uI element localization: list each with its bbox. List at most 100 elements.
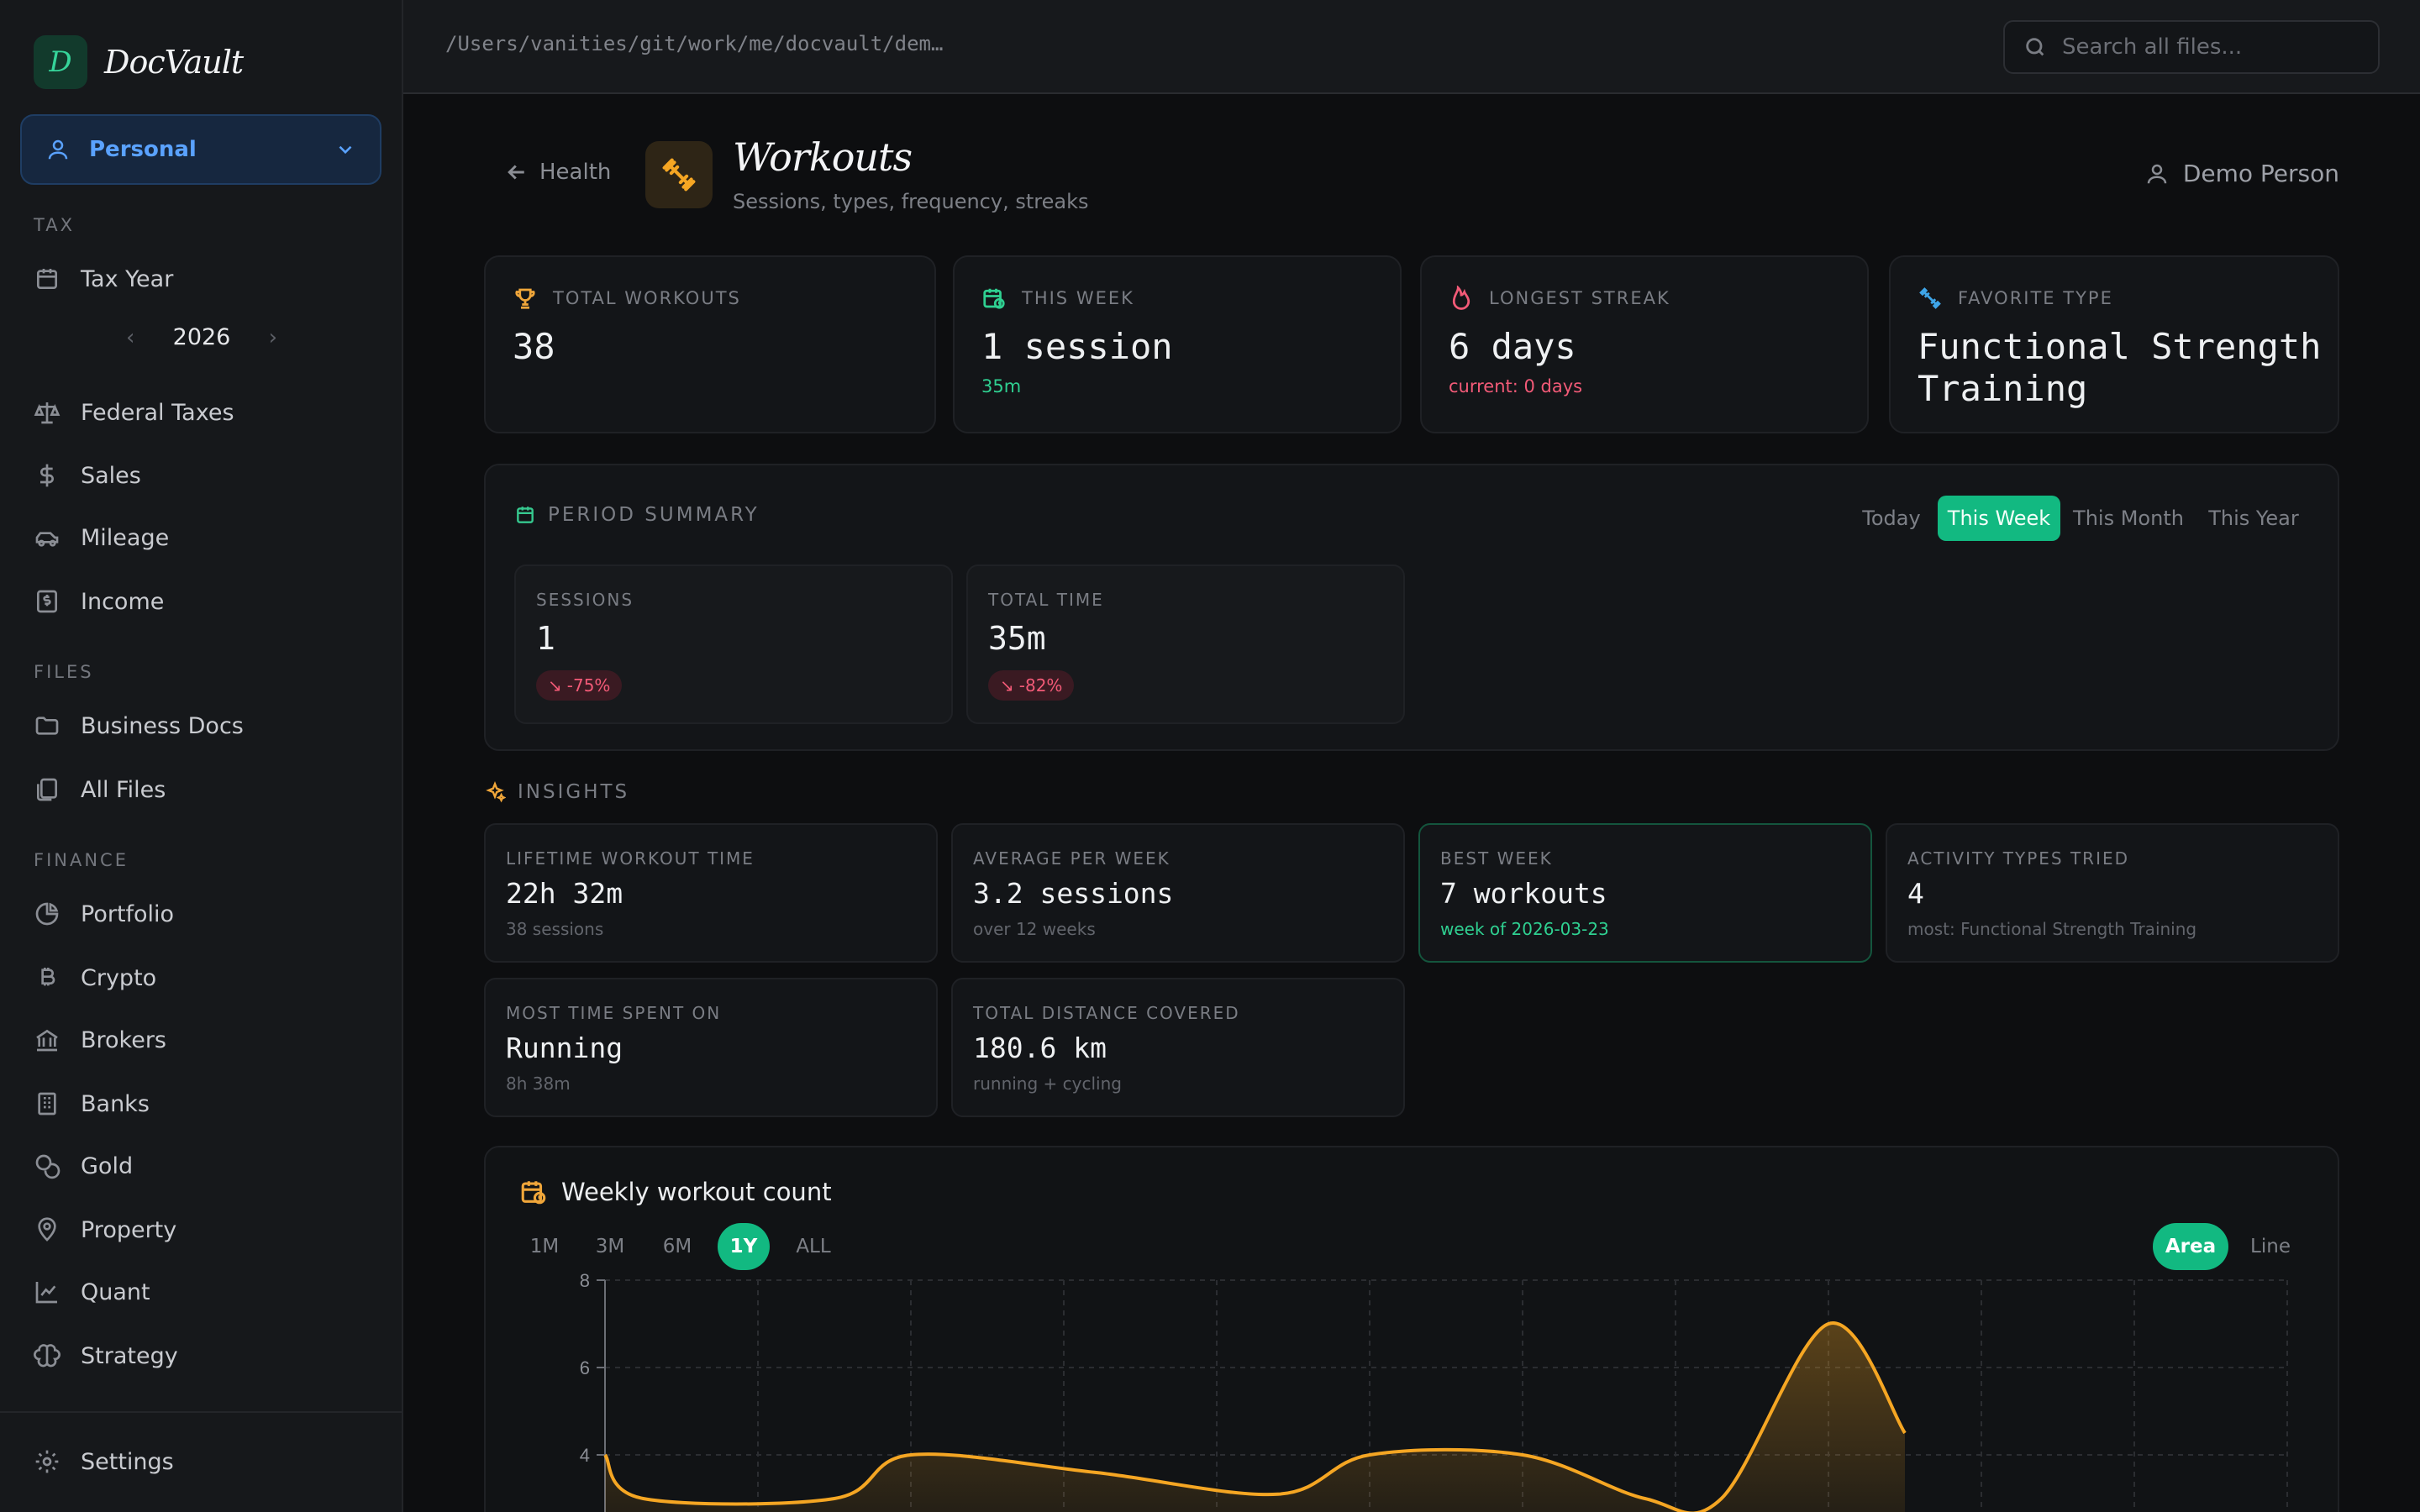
profile-selector[interactable]: Personal — [20, 114, 381, 185]
sidebar-item-tax-year[interactable]: Tax Year — [34, 255, 173, 302]
sidebar-item-property[interactable]: Property — [34, 1206, 176, 1253]
sidebar-item-label: All Files — [81, 776, 166, 803]
period-option-this-month[interactable]: This Month — [2073, 507, 2184, 530]
sidebar-item-business-docs[interactable]: Business Docs — [34, 702, 244, 749]
sidebar-item-label: Banks — [81, 1090, 150, 1117]
sidebar-item-portfolio[interactable]: Portfolio — [34, 890, 174, 937]
insight-value: 4 — [1907, 877, 1924, 910]
back-link[interactable]: Health — [504, 160, 611, 185]
range-1m[interactable]: 1M — [529, 1236, 560, 1257]
logo-badge: D — [34, 35, 87, 89]
period-option-today[interactable]: Today — [1862, 507, 1921, 530]
section-label-files: FILES — [34, 662, 94, 682]
sidebar-item-label: Income — [81, 588, 165, 615]
stat-label: THIS WEEK — [1022, 288, 1134, 308]
bitcoin-icon — [41, 968, 55, 986]
sidebar-item-label: Brokers — [81, 1026, 167, 1053]
user-icon — [48, 139, 68, 160]
sidebar-item-sales[interactable]: Sales — [34, 452, 141, 499]
period-time-card: TOTAL TIME 35m ↘ -82% — [966, 564, 1405, 724]
insight-label: LIFETIME WORKOUT TIME — [506, 848, 755, 869]
chevron-left-icon[interactable]: ‹ — [126, 324, 135, 350]
sidebar: D DocVault Personal TAX Tax Year ‹ 2026 … — [0, 0, 403, 1512]
car-icon — [35, 532, 59, 547]
gear-icon — [35, 1450, 59, 1473]
change-badge: ↘ -82% — [988, 670, 1075, 701]
insight-sub: 38 sessions — [506, 919, 604, 939]
sidebar-item-gold[interactable]: Gold — [34, 1142, 133, 1189]
period-summary-title: PERIOD SUMMARY — [548, 504, 760, 526]
map-pin-icon — [38, 1217, 56, 1242]
sidebar-item-all-files[interactable]: All Files — [34, 766, 166, 813]
metric-value: 1 — [536, 620, 555, 657]
stat-value: 6 days — [1449, 326, 1576, 367]
insight-card-activity-types: ACTIVITY TYPES TRIED 4 most: Functional … — [1886, 823, 2339, 963]
search-input[interactable]: Search all files... — [2062, 34, 2243, 60]
sidebar-item-label: Quant — [81, 1278, 150, 1305]
insight-value: 22h 32m — [506, 877, 623, 910]
dumbbell-icon — [645, 141, 713, 208]
sidebar-item-label: Sales — [81, 462, 141, 489]
year-selector: ‹ 2026 › — [126, 324, 277, 350]
mode-area[interactable]: Area — [2153, 1223, 2228, 1270]
chevron-down-icon — [339, 145, 352, 155]
dollar-icon — [40, 464, 54, 487]
sidebar-item-income[interactable]: Income — [34, 578, 164, 625]
brain-icon — [34, 1344, 60, 1368]
app-name: DocVault — [104, 44, 244, 81]
range-3m[interactable]: 3M — [595, 1236, 625, 1257]
sidebar-item-quant[interactable]: Quant — [34, 1268, 150, 1315]
metric-label: TOTAL TIME — [988, 590, 1104, 610]
stat-label-row: TOTAL WORKOUTS — [513, 286, 741, 311]
section-label-finance: FINANCE — [34, 850, 129, 870]
sidebar-item-strategy[interactable]: Strategy — [34, 1332, 178, 1379]
metric-value: 35m — [988, 620, 1046, 657]
insight-card-lifetime: LIFETIME WORKOUT TIME 22h 32m 38 session… — [484, 823, 938, 963]
range-1y[interactable]: 1Y — [718, 1223, 770, 1270]
change-badge: ↘ -75% — [536, 670, 623, 701]
stat-value: Functional Strength Training — [1918, 326, 2321, 410]
chart-header: Weekly workout count — [519, 1178, 832, 1206]
user-icon — [2147, 164, 2167, 183]
sidebar-item-crypto[interactable]: Crypto — [34, 954, 156, 1001]
range-all[interactable]: ALL — [796, 1236, 831, 1257]
insight-card-most-time: MOST TIME SPENT ON Running 8h 38m — [484, 978, 938, 1117]
logo[interactable]: D DocVault — [34, 35, 244, 89]
sidebar-item-settings[interactable]: Settings — [34, 1438, 174, 1485]
sidebar-item-label: Strategy — [81, 1342, 178, 1369]
files-icon — [37, 778, 57, 801]
sidebar-item-banks[interactable]: Banks — [34, 1080, 150, 1127]
stat-card-favorite-type: FAVORITE TYPE Functional Strength Traini… — [1889, 255, 2339, 433]
section-label-tax: TAX — [34, 215, 75, 235]
range-6m[interactable]: 6M — [662, 1236, 692, 1257]
stat-label-row: THIS WEEK — [981, 286, 1134, 311]
stat-label-row: FAVORITE TYPE — [1918, 286, 2113, 311]
stat-label-row: LONGEST STREAK — [1449, 286, 1670, 311]
stat-sub: current: 0 days — [1449, 376, 1583, 396]
insight-sub: running + cycling — [973, 1074, 1122, 1094]
search-box[interactable]: Search all files... — [2003, 20, 2380, 74]
sidebar-item-label: Crypto — [81, 964, 157, 991]
period-sessions-card: SESSIONS 1 ↘ -75% — [514, 564, 953, 724]
sidebar-item-federal-taxes[interactable]: Federal Taxes — [34, 389, 234, 436]
insight-value: 3.2 sessions — [973, 877, 1174, 910]
topbar: /Users/vanities/git/work/me/docvault/dem… — [403, 0, 2420, 94]
stat-label: LONGEST STREAK — [1489, 288, 1670, 308]
sidebar-item-brokers[interactable]: Brokers — [34, 1016, 166, 1063]
trophy-icon — [515, 288, 535, 309]
period-option-this-week[interactable]: This Week — [1938, 496, 2060, 541]
flame-icon — [1452, 286, 1470, 310]
sidebar-item-label: Mileage — [81, 524, 170, 551]
calendar-clock-icon — [521, 1181, 546, 1205]
chevron-right-icon[interactable]: › — [268, 324, 277, 350]
sidebar-item-mileage[interactable]: Mileage — [34, 514, 169, 561]
insight-label: BEST WEEK — [1440, 848, 1553, 869]
stat-value-line: Training — [1918, 368, 2088, 409]
mode-line[interactable]: Line — [2250, 1236, 2291, 1257]
series-line — [603, 1321, 1907, 1512]
search-icon — [2026, 38, 2044, 56]
stat-value: 1 session — [981, 326, 1173, 367]
period-option-this-year[interactable]: This Year — [2208, 507, 2299, 530]
user-menu[interactable]: Demo Person — [2144, 160, 2339, 187]
